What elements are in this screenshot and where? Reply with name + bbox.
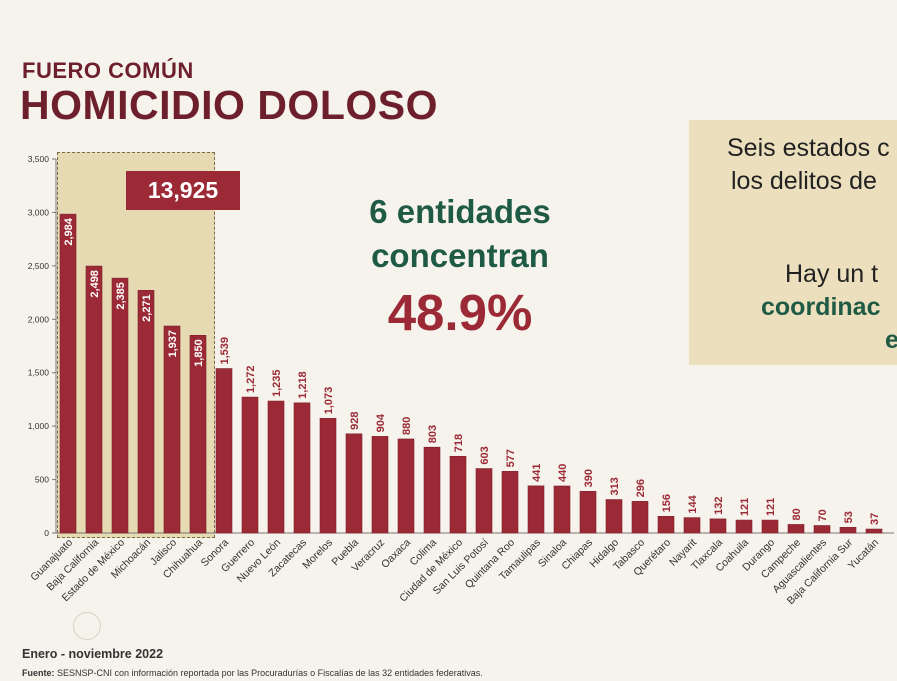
- bar-puebla: [345, 433, 363, 534]
- side-panel-line-1: Seis estados c: [727, 134, 890, 162]
- side-panel-line-4: coordinac: [761, 293, 881, 321]
- bar-oaxaca: [397, 438, 415, 534]
- y-tick-label: 1,000: [28, 421, 50, 431]
- period-label: Enero - noviembre 2022: [22, 647, 164, 661]
- bar-jalisco: [163, 325, 181, 534]
- headline-line-2: concentran: [371, 237, 549, 274]
- y-tick-label: 3,000: [28, 207, 50, 217]
- headline: 6 entidades concentran 48.9%: [330, 190, 590, 344]
- side-panel-line-2: los delitos de: [731, 167, 877, 195]
- bar-colima: [423, 446, 441, 534]
- x-tick-label: Oaxaca: [379, 537, 413, 571]
- side-panel: Seis estados c los delitos de Hay un t c…: [689, 120, 897, 365]
- top-six-highlight: [57, 152, 215, 538]
- total-badge: 13,925: [126, 171, 240, 210]
- data-label: 156: [661, 494, 673, 512]
- bar-coahuila: [735, 519, 753, 534]
- bar-hidalgo: [605, 499, 623, 534]
- data-label: 2,271: [141, 294, 153, 322]
- y-tick-label: 2,500: [28, 261, 50, 271]
- bar-nayarit: [683, 517, 701, 534]
- source-label: Fuente:: [22, 668, 55, 678]
- bar-guerrero: [241, 396, 259, 534]
- bar-morelos: [319, 418, 337, 534]
- bar-tlaxcala: [709, 518, 727, 534]
- data-label: 70: [817, 509, 829, 521]
- side-panel-line-5: e: [885, 326, 897, 354]
- bar-chiapas: [579, 491, 597, 534]
- data-label: 2,984: [63, 217, 75, 245]
- data-label: 1,539: [219, 337, 231, 365]
- bar-nuevo-león: [267, 400, 285, 534]
- bar-baja-california: [85, 265, 103, 534]
- source-text: SESNSP-CNI con información reportada por…: [54, 668, 483, 678]
- bar-quintana-roo: [501, 471, 519, 534]
- data-label: 1,850: [193, 339, 205, 367]
- bar-chihuahua: [189, 335, 207, 534]
- chart-title: HOMICIDIO DOLOSO: [20, 82, 438, 128]
- data-label: 132: [713, 497, 725, 515]
- data-label: 1,272: [245, 366, 257, 394]
- data-label: 53: [843, 511, 855, 523]
- bar-san-luis-potosí: [475, 468, 493, 534]
- bar-baja-california-sur: [839, 527, 857, 534]
- data-label: 390: [583, 469, 595, 487]
- data-label: 440: [557, 464, 569, 482]
- headline-percent: 48.9%: [387, 284, 533, 341]
- data-label: 2,498: [89, 270, 101, 298]
- bar-aguascalientes: [813, 525, 831, 534]
- data-label: 577: [505, 449, 517, 467]
- data-label: 718: [453, 434, 465, 452]
- data-label: 441: [531, 464, 543, 482]
- bar-tabasco: [631, 501, 649, 534]
- bar-veracruz: [371, 436, 389, 534]
- data-label: 37: [869, 513, 881, 525]
- bar-sinaloa: [553, 485, 571, 534]
- bar-yucatán: [865, 528, 883, 534]
- data-label: 603: [479, 446, 491, 464]
- bar-durango: [761, 519, 779, 534]
- bar-michoacán: [137, 290, 155, 534]
- y-tick-label: 1,500: [28, 368, 50, 378]
- bar-campeche: [787, 524, 805, 534]
- data-label: 1,073: [323, 387, 335, 415]
- side-panel-line-3: Hay un t: [785, 260, 879, 288]
- bar-tamaulipas: [527, 485, 545, 534]
- data-label: 880: [401, 417, 413, 435]
- bar-sonora: [215, 368, 233, 534]
- source-note: Fuente: SESNSP-CNI con información repor…: [22, 668, 483, 678]
- data-label: 121: [765, 498, 777, 516]
- data-label: 2,385: [115, 282, 127, 310]
- bar-estado-de-méxico: [111, 277, 129, 534]
- data-label: 80: [791, 508, 803, 520]
- headline-line-1: 6 entidades: [369, 193, 551, 230]
- data-label: 296: [635, 479, 647, 497]
- data-label: 803: [427, 425, 439, 443]
- bar-querétaro: [657, 516, 675, 534]
- bar-zacatecas: [293, 402, 311, 534]
- y-tick-label: 2,000: [28, 314, 50, 324]
- bar-ciudad-de-méxico: [449, 455, 467, 534]
- data-label: 1,218: [297, 371, 309, 399]
- bar-guanajuato: [59, 213, 77, 534]
- data-label: 928: [349, 411, 361, 429]
- data-label: 1,235: [271, 370, 283, 398]
- data-label: 313: [609, 477, 621, 495]
- data-label: 1,937: [167, 330, 179, 358]
- y-tick-label: 3,500: [28, 154, 50, 164]
- data-label: 144: [687, 494, 699, 513]
- data-label: 121: [739, 498, 751, 516]
- seal-icon: [73, 612, 101, 640]
- data-label: 904: [375, 413, 387, 432]
- y-tick-label: 0: [44, 528, 49, 538]
- chart-subtitle: FUERO COMÚN: [22, 58, 194, 83]
- y-tick-label: 500: [35, 475, 49, 485]
